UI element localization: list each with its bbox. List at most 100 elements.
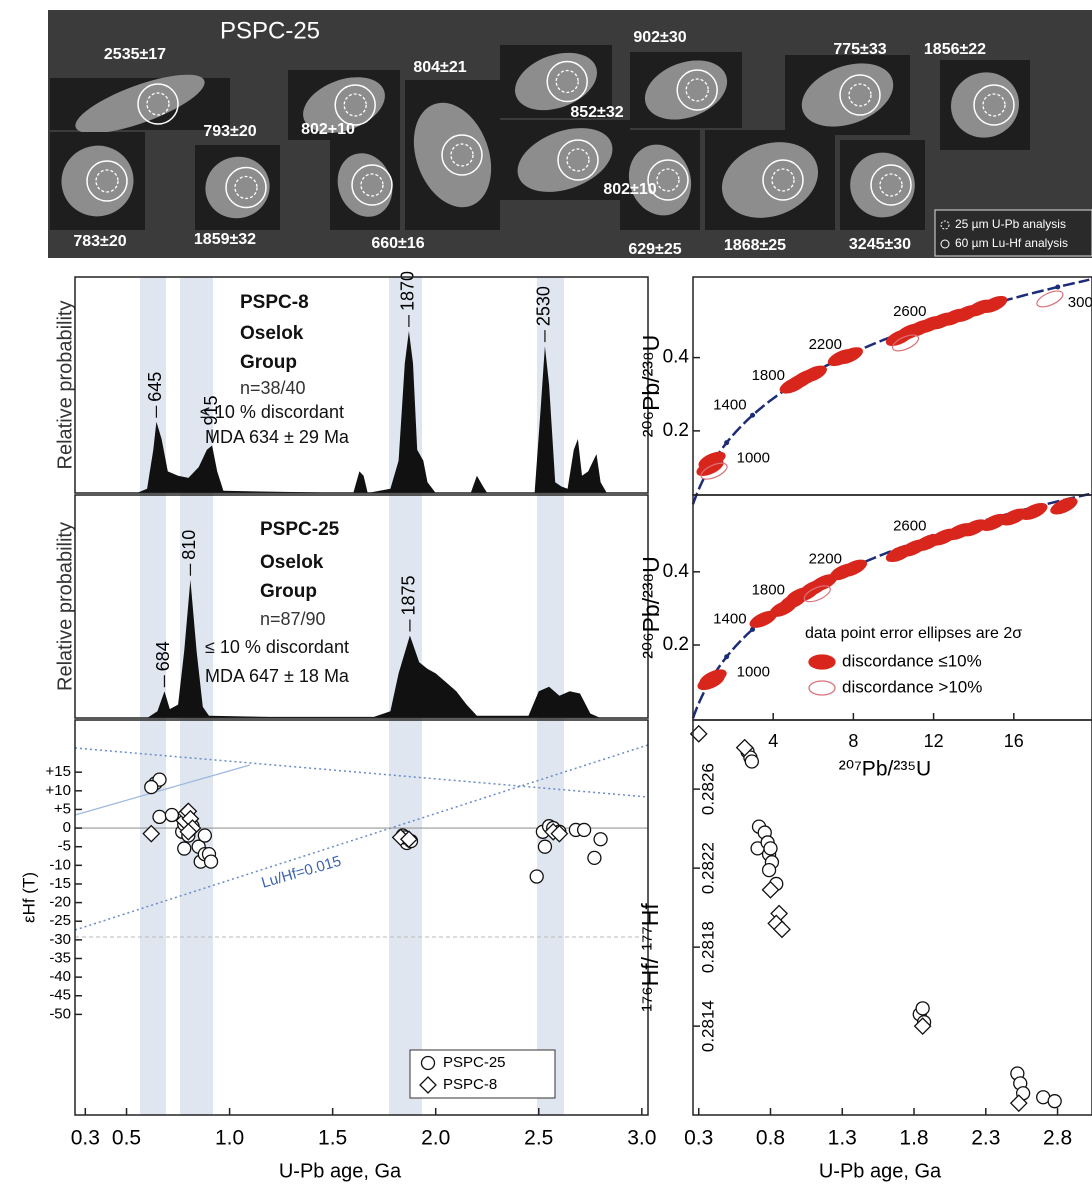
y-tick-label: -35 [49,949,71,966]
panel-text: n=38/40 [240,378,306,398]
error-ellipse [979,293,1009,315]
concordia-age-label: 1400 [713,610,746,627]
legend-label: discordance >10% [842,677,982,696]
concordia-curve [693,280,1089,505]
peak-label: 645 [145,372,165,402]
data-point [588,851,601,864]
page: PSPC zircon figure {"image_panel": {"tit… [0,0,1092,1198]
peak-label: 810 [179,530,199,560]
data-point [422,1057,435,1070]
age-label: 783±20 [73,233,126,250]
concordia-tick [724,654,729,659]
x-tick-label: 2.5 [524,1127,553,1150]
panel-text: ≤ 10 % discordant [200,402,344,422]
x-axis-title: U-Pb age, Ga [819,1160,942,1182]
data-point [205,855,218,868]
y-tick-label: -40 [49,968,71,985]
legend-label: PSPC-8 [443,1076,497,1093]
data-point [153,810,166,823]
error-ellipse [1019,500,1049,522]
y-tick-label: 0.2818 [698,921,717,973]
y-tick-label: 0.2 [663,634,689,655]
figure: Lu/Hf=0.015 U-Pb age, Ga U-Pb age, Ga PS… [0,0,1092,1198]
image-legend-text: 25 µm U-Pb analysis [955,217,1066,231]
data-point [530,870,543,883]
x-axis-title: ²⁰⁷Pb/²³⁵U [839,758,931,781]
x-tick-label: 1.0 [215,1127,244,1150]
concordia-tick [1055,285,1060,290]
x-tick-label: 0.3 [684,1127,713,1150]
x-tick-label: 8 [848,731,858,751]
data-point [745,755,758,768]
concordia-age-label: 1400 [713,396,746,413]
error-ellipse [1049,495,1079,517]
data-point [178,842,191,855]
y-tick-label: +15 [46,763,71,780]
panel-text: Group [240,352,297,373]
legend-marker [809,655,835,669]
data-point [916,1002,929,1015]
y-tick-label: -5 [58,838,71,855]
x-tick-label: 2.8 [1043,1127,1072,1150]
y-axis-title: ¹⁷⁶Hf/ ¹⁷⁷Hf [637,903,663,1012]
panel-text: Oselok [240,323,304,344]
x-tick-label: 4 [768,731,778,751]
x-tick-label: 0.8 [756,1127,785,1150]
panel-text: ≤ 10 % discordant [205,637,349,657]
peak-label: 2530 [534,286,554,326]
age-label: 1868±25 [724,237,786,254]
panel-text: n=87/90 [260,609,326,629]
y-tick-label: +5 [54,800,71,817]
x-tick-label: 1.8 [899,1127,928,1150]
image-title: PSPC-25 [220,17,320,44]
concordia-age-label: 1800 [752,367,785,384]
age-label: 902±30 [633,29,686,46]
y-tick-label: 0.2822 [698,842,717,894]
age-label: 852±32 [570,104,623,121]
age-label: 3245±30 [849,236,911,253]
age-label: 660±16 [371,235,424,252]
y-tick-label: +10 [46,782,71,799]
concordia-age-label: 2600 [893,303,926,320]
legend-marker [809,681,835,695]
data-point [1048,1095,1061,1108]
age-label: 775±33 [833,41,886,58]
concordia-age-label: 1000 [737,664,770,681]
peak-label: 684 [153,641,173,671]
age-label: 802±10 [603,181,656,198]
error-ellipse [798,363,828,385]
data-point [763,864,776,877]
legend-label: PSPC-25 [443,1054,506,1071]
concordia-age-label: 2600 [893,517,926,534]
y-axis-title: εHf (T) [19,872,38,923]
y-axis-title: Relative probability [54,522,76,691]
data-point [145,781,158,794]
y-tick-label: -25 [49,912,71,929]
page-body: Lu/Hf=0.015 U-Pb age, Ga U-Pb age, Ga PS… [0,0,1092,1198]
y-tick-label: 0.4 [663,347,690,368]
y-tick-label: -15 [49,875,71,892]
panel-text: PSPC-8 [240,292,309,313]
x-tick-label: 12 [924,731,944,751]
y-axis-title: ²⁰⁶Pb/²³⁸U [638,556,664,659]
y-tick-label: -50 [49,1005,71,1022]
concordia-age-label: 1000 [737,450,770,467]
data-point [578,823,591,836]
y-tick-label: 0.2814 [698,1000,717,1052]
data-point [198,829,211,842]
x-tick-label: 16 [1004,731,1024,751]
legend-label: discordance ≤10% [842,651,982,670]
panel-text: MDA 647 ± 18 Ma [205,666,350,686]
lu-hf-label: Lu/Hf=0.015 [260,853,344,892]
concordia-age-label: 2200 [809,336,842,353]
x-axis-title: U-Pb age, Ga [279,1160,402,1182]
y-tick-label: 0.4 [663,561,690,582]
y-tick-label: -45 [49,987,71,1004]
peak-label: 1875 [399,575,419,615]
age-label: 793±20 [203,123,256,140]
age-label: 804±21 [413,59,466,76]
y-tick-label: 0 [63,819,71,836]
panel-text: PSPC-25 [260,519,340,540]
concordia-tick [724,440,729,445]
concordia-tick [750,413,755,418]
